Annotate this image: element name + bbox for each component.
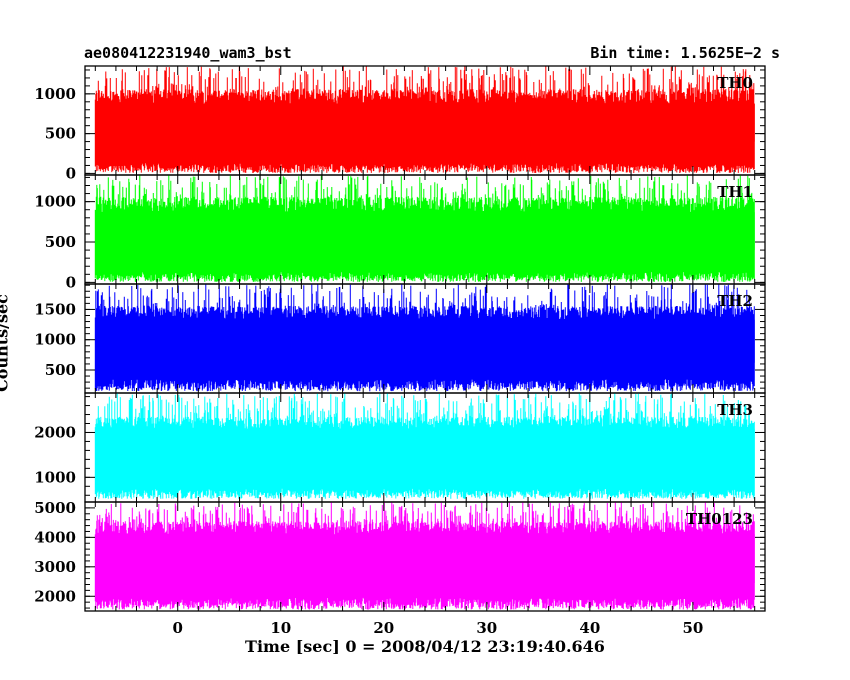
y-tick-label: 2000	[34, 587, 76, 605]
x-tick-label: 40	[579, 619, 600, 637]
chart-title: ae080412231940_wam3_bst	[84, 44, 292, 62]
series-label-th2: TH2	[717, 292, 753, 310]
x-tick-label: 10	[270, 619, 291, 637]
y-tick-label: 3000	[34, 558, 76, 576]
x-tick-label: 20	[373, 619, 394, 637]
y-tick-label: 1000	[34, 468, 76, 486]
y-tick-label: 0	[66, 164, 76, 182]
series-label-th0123: TH0123	[686, 510, 753, 528]
y-tick-label: 1000	[34, 193, 76, 211]
y-tick-label: 2000	[34, 423, 76, 441]
y-tick-label: 4000	[34, 528, 76, 546]
y-tick-label: 500	[45, 361, 76, 379]
x-tick-label: 50	[682, 619, 703, 637]
y-tick-label: 0	[66, 273, 76, 291]
x-tick-label: 0	[173, 619, 183, 637]
series-core-th3	[95, 428, 755, 476]
series-label-th3: TH3	[717, 401, 753, 419]
series-core-th2	[95, 319, 755, 363]
series-label-th0: TH0	[717, 74, 753, 92]
series-core-th0123	[95, 534, 755, 584]
x-tick-label: 30	[476, 619, 497, 637]
bin-time-label: Bin time: 1.5625E−2 s	[590, 44, 780, 62]
y-tick-label: 500	[45, 233, 76, 251]
y-tick-label: 5000	[34, 499, 76, 517]
y-tick-label: 500	[45, 125, 76, 143]
y-tick-label: 1000	[34, 85, 76, 103]
series-label-th1: TH1	[717, 183, 753, 201]
y-tick-label: 1000	[34, 331, 76, 349]
series-core-th0	[95, 104, 755, 142]
y-tick-label: 1500	[34, 300, 76, 318]
series-core-th1	[95, 212, 755, 251]
x-axis-label: Time [sec] 0 = 2008/04/12 23:19:40.646	[245, 637, 605, 656]
y-axis-label: Counts/sec	[0, 294, 12, 392]
